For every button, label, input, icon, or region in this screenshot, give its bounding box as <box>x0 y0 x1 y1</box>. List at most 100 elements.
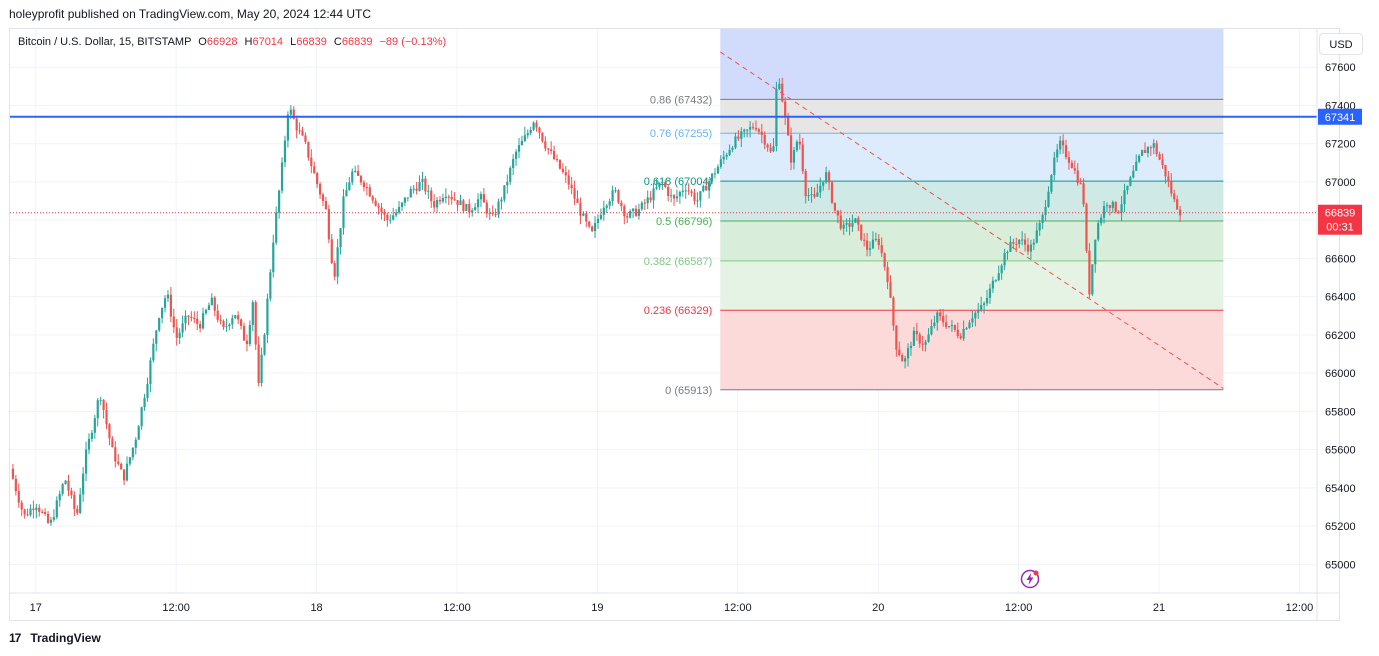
candle <box>974 312 977 319</box>
candle <box>222 321 225 327</box>
candle <box>1035 230 1038 243</box>
candle <box>787 116 790 136</box>
candle <box>1132 170 1135 178</box>
candle <box>430 190 433 202</box>
candle <box>626 216 629 218</box>
candle <box>102 399 105 411</box>
candle <box>365 187 368 189</box>
candle <box>67 480 70 491</box>
candle <box>693 193 696 202</box>
price-tick-label: 65200 <box>1325 521 1356 533</box>
high-value: 67014 <box>252 36 284 48</box>
tradingview-branding[interactable]: 17 TradingView <box>9 631 101 645</box>
candle <box>17 491 20 503</box>
candle <box>939 312 942 317</box>
candle <box>500 199 503 202</box>
candle <box>904 358 907 362</box>
candle <box>386 214 389 221</box>
candle <box>447 196 450 198</box>
candle <box>304 135 307 142</box>
candle <box>397 206 401 213</box>
candle <box>520 140 524 146</box>
candle <box>825 172 828 183</box>
candle <box>573 188 576 199</box>
candle <box>845 222 848 225</box>
candle <box>593 223 597 232</box>
candle <box>143 397 146 408</box>
candle <box>395 212 398 216</box>
candle <box>532 122 535 130</box>
candle <box>1067 157 1071 163</box>
candle <box>529 129 532 134</box>
candle <box>73 494 76 509</box>
candle <box>175 327 178 338</box>
candle <box>70 490 73 495</box>
candle <box>400 202 404 207</box>
candle <box>199 323 202 329</box>
candle <box>1097 223 1100 240</box>
candle <box>848 222 851 227</box>
candle <box>421 178 424 182</box>
time-tick-label: 21 <box>1153 602 1165 614</box>
candle <box>497 201 500 215</box>
time-tick-label: 20 <box>872 602 884 614</box>
candle <box>977 309 980 313</box>
candle <box>1015 243 1018 245</box>
time-tick-label: 17 <box>30 602 42 614</box>
candle <box>804 171 807 197</box>
candle <box>149 360 152 385</box>
candle <box>237 315 240 320</box>
candle <box>822 182 825 186</box>
candle <box>46 513 50 523</box>
candle <box>860 224 863 240</box>
candle <box>962 328 965 339</box>
candle <box>409 188 412 198</box>
candle <box>661 182 664 184</box>
candle <box>280 162 284 191</box>
candle <box>1047 191 1050 207</box>
candle <box>321 194 325 202</box>
candle <box>254 302 257 345</box>
candle <box>672 195 676 199</box>
time-tick-label: 12:00 <box>162 602 190 614</box>
candle <box>836 210 839 216</box>
lightning-icon[interactable] <box>1020 569 1040 589</box>
candle <box>1064 145 1068 158</box>
candle <box>476 199 480 208</box>
candle <box>696 200 699 202</box>
open-value: 66928 <box>206 36 238 48</box>
candle <box>251 302 254 326</box>
candle <box>503 185 506 200</box>
symbol-title: Bitcoin / U.S. Dollar, 15, BITSTAMP <box>18 36 192 48</box>
candle <box>286 114 289 141</box>
candle <box>204 309 208 314</box>
candle <box>1102 206 1106 218</box>
candle <box>988 288 992 298</box>
candle <box>231 318 234 325</box>
candle <box>239 319 243 327</box>
fib-level-label: 0.5 (66796) <box>656 216 712 228</box>
candle <box>523 135 526 141</box>
price-tick-label: 67600 <box>1325 62 1356 74</box>
candle <box>886 266 889 283</box>
candle <box>392 215 395 220</box>
candle <box>1041 214 1044 224</box>
candle <box>766 144 769 148</box>
candle <box>1167 176 1170 182</box>
candle <box>362 182 366 188</box>
candle <box>912 330 916 346</box>
fib-zone <box>720 220 1224 261</box>
candle <box>813 194 816 197</box>
close-label: C <box>333 36 342 48</box>
currency-button[interactable]: USD <box>1319 33 1363 55</box>
candle <box>1000 265 1003 274</box>
candle <box>120 463 123 470</box>
candle <box>389 219 392 221</box>
candle <box>137 426 140 440</box>
candle <box>526 133 529 136</box>
candle <box>64 480 67 485</box>
candle <box>582 213 585 216</box>
candle <box>298 130 301 132</box>
candle <box>468 203 471 213</box>
